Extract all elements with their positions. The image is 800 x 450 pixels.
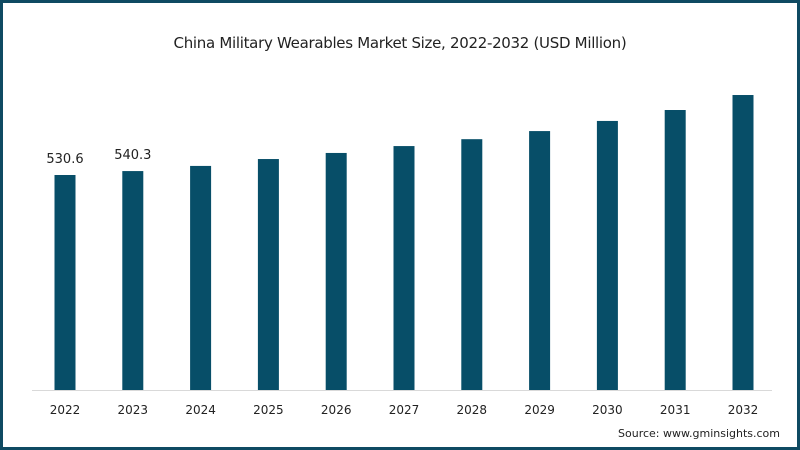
bar-2026 [325,152,347,390]
source-note: Source: www.gminsights.com [618,427,780,440]
bar-2028 [461,139,483,390]
x-tick-label: 2028 [457,403,488,417]
bar-2032 [732,95,754,391]
bar-2027 [393,146,415,390]
bar-2022 [54,175,76,390]
x-tick-label: 2027 [389,403,420,417]
bar-2023 [122,171,144,390]
x-tick-label: 2031 [660,403,691,417]
x-tick-label: 2025 [253,403,284,417]
x-tick-label: 2030 [592,403,623,417]
x-tick-label: 2026 [321,403,352,417]
x-tick-label: 2024 [185,403,216,417]
x-tick-label: 2029 [524,403,555,417]
bar-2029 [529,131,551,390]
bar-2031 [664,110,686,391]
data-label: 530.6 [46,152,83,167]
bar-2024 [190,165,212,390]
x-tick-label: 2023 [118,403,149,417]
x-tick-label: 2032 [728,403,759,417]
x-tick-label: 2022 [50,403,81,417]
data-label: 540.3 [114,148,151,163]
chart-title: China Military Wearables Market Size, 20… [173,34,627,52]
bar-2030 [596,120,618,390]
bar-2025 [257,159,279,390]
